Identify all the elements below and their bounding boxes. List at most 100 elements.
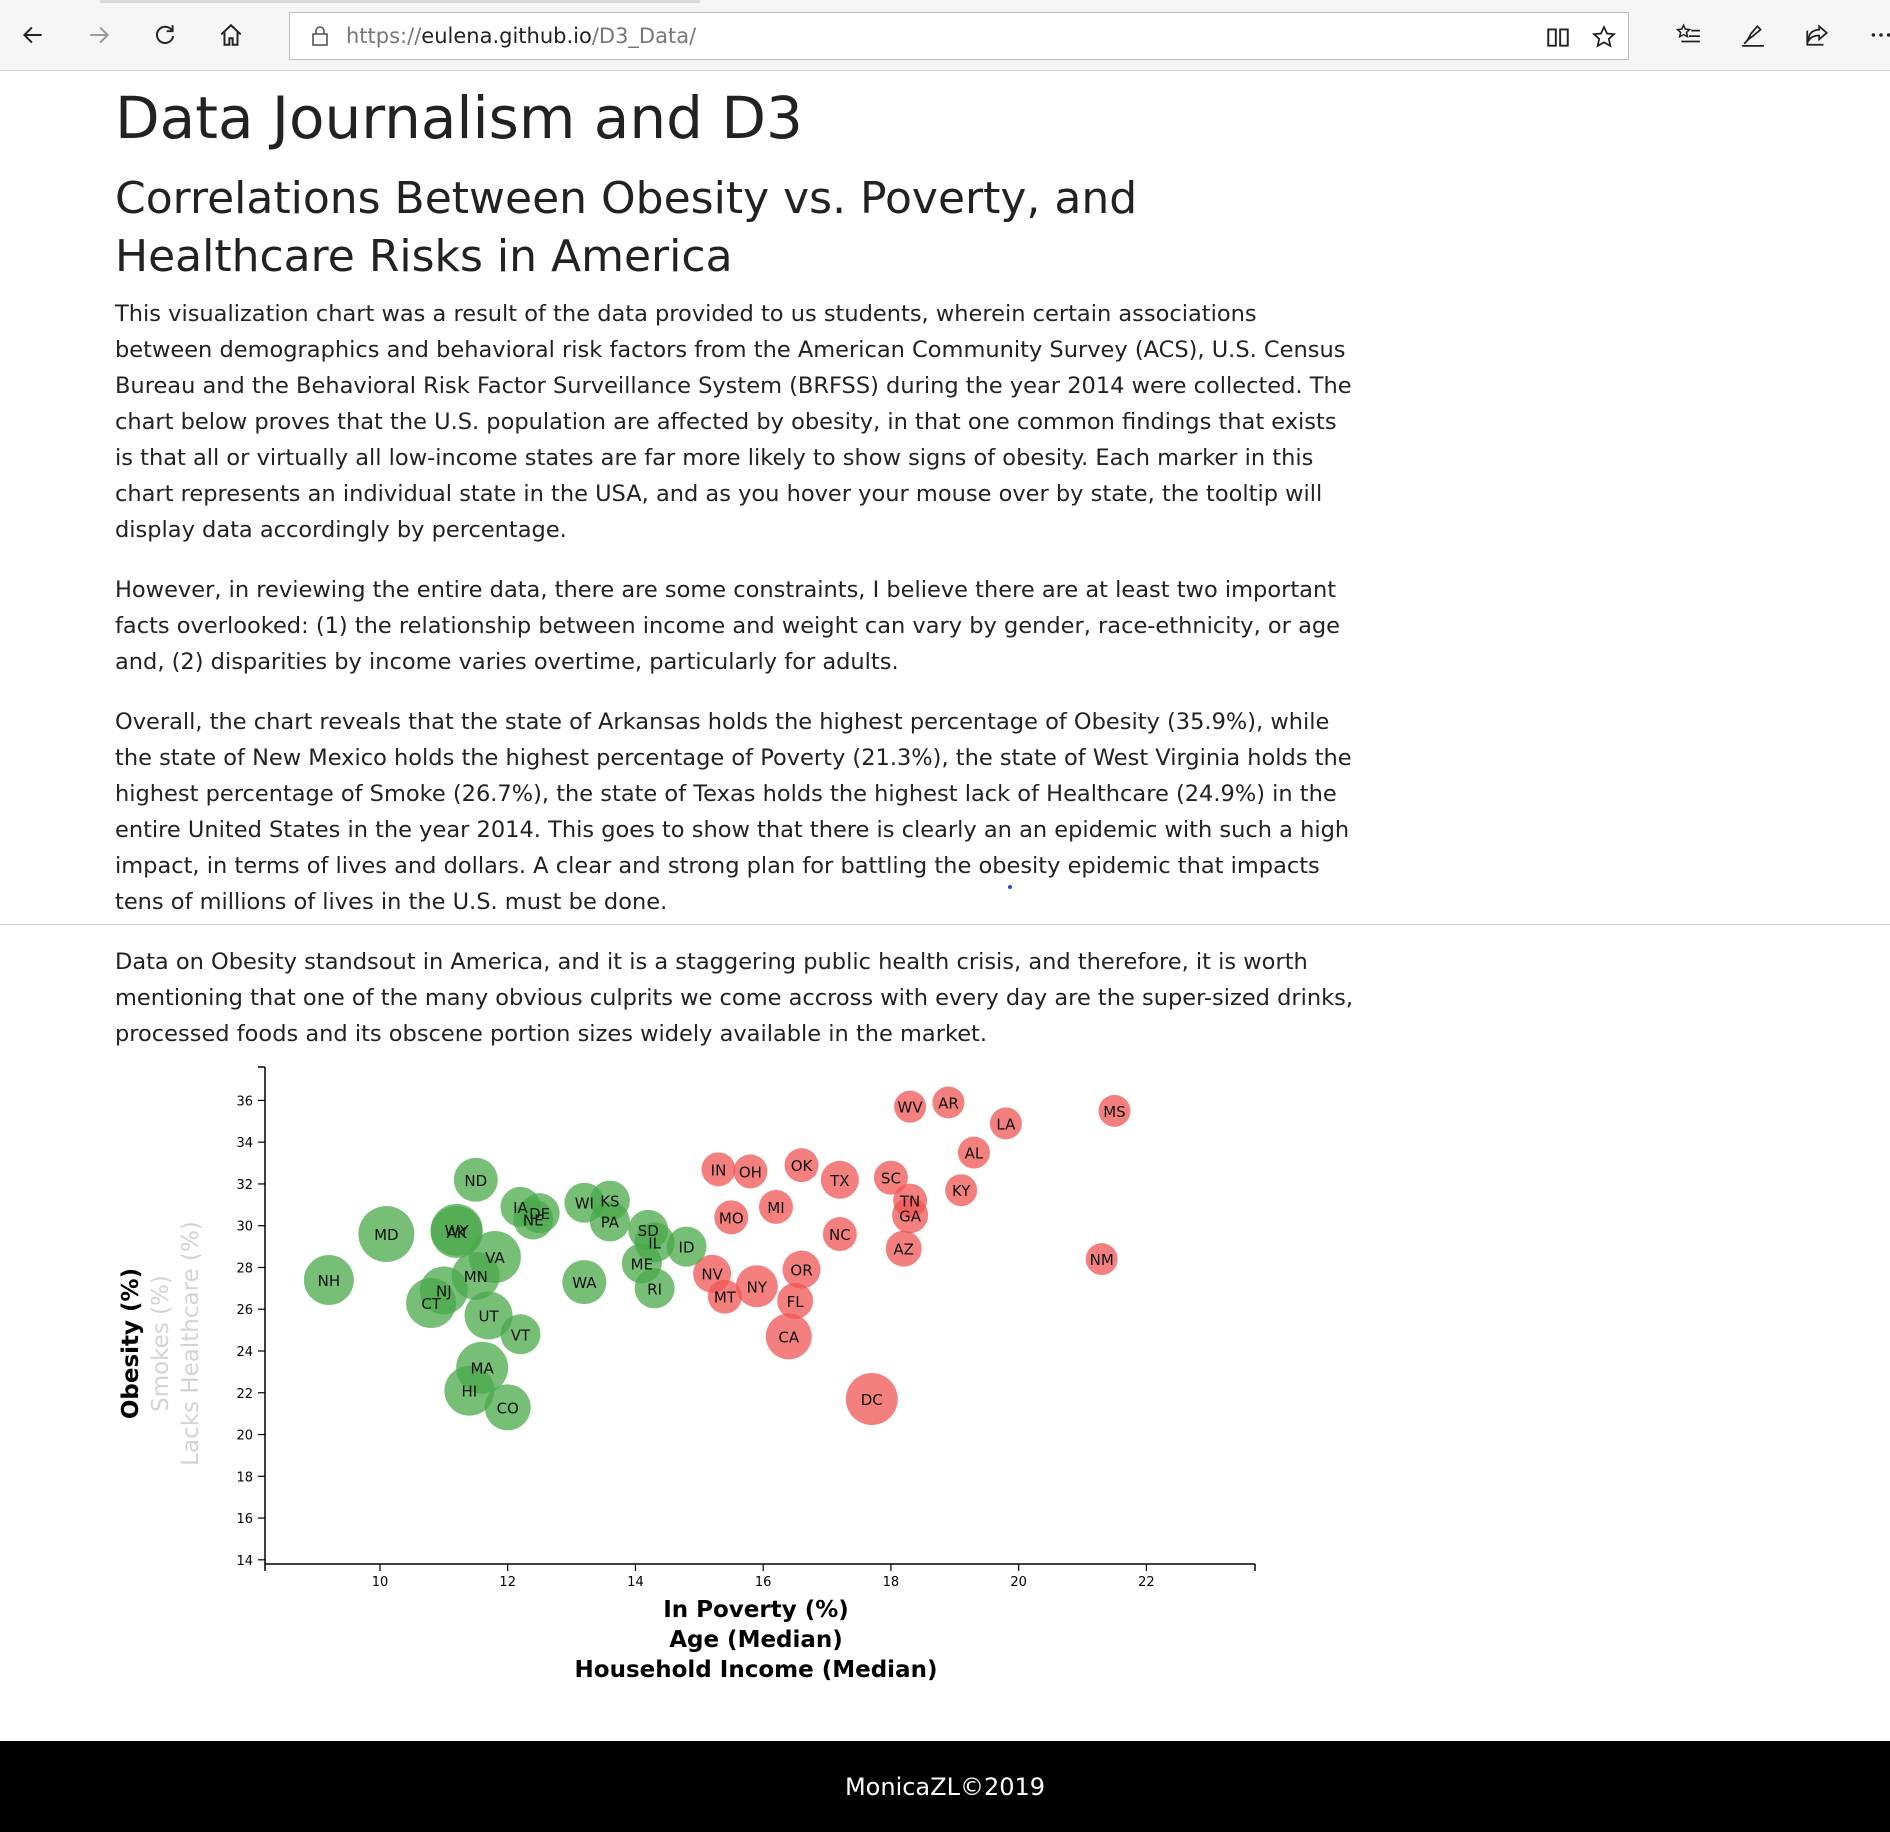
- state-label-ok: OK: [791, 1157, 814, 1175]
- state-label-az: AZ: [893, 1241, 914, 1259]
- paragraph-constraints: However, in reviewing the entire data, t…: [115, 577, 1340, 675]
- state-marker-wv[interactable]: [894, 1090, 927, 1123]
- state-label-mi: MI: [767, 1199, 784, 1217]
- y-tick-label: 14: [236, 1554, 253, 1569]
- state-label-me: ME: [631, 1255, 653, 1273]
- state-label-hi: HI: [462, 1383, 478, 1401]
- state-marker-ca[interactable]: [765, 1313, 812, 1360]
- state-label-mt: MT: [714, 1289, 737, 1307]
- x-axis-label-2[interactable]: Household Income (Median): [575, 1657, 938, 1683]
- web-note-button[interactable]: [1732, 14, 1774, 56]
- state-label-va: VA: [485, 1249, 505, 1267]
- y-axis: 14 16 18 20 22 24 26 28 30 32 34 36: [236, 1066, 266, 1569]
- state-marker-hi[interactable]: [444, 1365, 495, 1416]
- state-label-la: LA: [996, 1115, 1016, 1133]
- state-marker-mt[interactable]: [707, 1279, 742, 1314]
- state-marker-fl[interactable]: [777, 1282, 814, 1319]
- lock-icon: [312, 26, 328, 46]
- x-tick-label: 20: [1010, 1575, 1027, 1590]
- state-label-nv: NV: [701, 1266, 723, 1284]
- tab-strip: [100, 0, 700, 3]
- y-axis-label-0[interactable]: Obesity (%): [118, 1268, 144, 1419]
- more-button[interactable]: [1860, 14, 1890, 56]
- state-label-ia: IA: [513, 1199, 528, 1217]
- y-axis-label-1[interactable]: Smokes (%): [148, 1275, 174, 1412]
- reading-view-button[interactable]: [1542, 21, 1574, 53]
- state-marker-nd[interactable]: [453, 1157, 498, 1202]
- back-button[interactable]: [12, 14, 54, 56]
- state-label-ks: KS: [600, 1193, 619, 1211]
- cursor-dot: [1008, 885, 1012, 889]
- state-marker-oh[interactable]: [733, 1154, 768, 1189]
- y-tick-label: 26: [236, 1303, 253, 1318]
- share-button[interactable]: [1796, 14, 1838, 56]
- star-icon: [1591, 24, 1617, 48]
- state-marker-sc[interactable]: [873, 1160, 908, 1195]
- state-marker-nh[interactable]: [303, 1255, 354, 1305]
- state-label-pa: PA: [601, 1214, 620, 1232]
- address-bar[interactable]: https://eulena.github.io/D3_Data/: [289, 12, 1629, 60]
- state-label-ma: MA: [471, 1360, 495, 1378]
- state-label-ut: UT: [478, 1308, 499, 1326]
- favorite-button[interactable]: [1588, 21, 1620, 53]
- x-axis-label-1[interactable]: Age (Median): [669, 1627, 843, 1653]
- state-marker-dc[interactable]: [845, 1373, 898, 1426]
- state-marker-ri[interactable]: [634, 1268, 675, 1309]
- state-marker-mi[interactable]: [758, 1189, 793, 1224]
- state-marker-la[interactable]: [989, 1107, 1022, 1140]
- state-marker-ar[interactable]: [932, 1086, 965, 1119]
- state-marker-al[interactable]: [957, 1136, 990, 1169]
- state-marker-ut[interactable]: [464, 1291, 513, 1340]
- ellipsis-icon: [1871, 33, 1890, 37]
- state-label-oh: OH: [739, 1163, 762, 1181]
- state-marker-co[interactable]: [484, 1384, 531, 1431]
- y-tick-label: 18: [236, 1470, 253, 1485]
- state-marker-or[interactable]: [782, 1250, 821, 1289]
- favorites-hub-button[interactable]: [1668, 14, 1710, 56]
- state-marker-nm[interactable]: [1085, 1243, 1118, 1276]
- state-marker-ky[interactable]: [945, 1174, 978, 1207]
- x-axis-label-0[interactable]: In Poverty (%): [663, 1597, 849, 1623]
- footer-text: MonicaZL©2019: [844, 1772, 1046, 1801]
- state-label-ar: AR: [938, 1095, 959, 1113]
- state-marker-wy[interactable]: [430, 1203, 483, 1256]
- state-label-sd: SD: [638, 1222, 659, 1240]
- state-marker-wa[interactable]: [562, 1260, 607, 1305]
- y-tick-label: 28: [236, 1261, 253, 1276]
- state-marker-ga[interactable]: [892, 1197, 929, 1234]
- refresh-button[interactable]: [144, 14, 186, 56]
- state-marker-vt[interactable]: [500, 1314, 541, 1355]
- y-tick-label: 34: [236, 1136, 253, 1151]
- state-marker-tx[interactable]: [820, 1160, 859, 1199]
- x-tick-label: 22: [1138, 1575, 1155, 1590]
- state-label-fl: FL: [787, 1293, 805, 1311]
- state-marker-nc[interactable]: [822, 1217, 857, 1252]
- state-marker-mo[interactable]: [714, 1200, 749, 1235]
- state-marker-ms[interactable]: [1098, 1094, 1131, 1127]
- state-label-mn: MN: [464, 1268, 488, 1286]
- x-tick-label: 12: [499, 1575, 516, 1590]
- state-label-nm: NM: [1090, 1251, 1114, 1269]
- x-tick-label: 18: [883, 1575, 900, 1590]
- state-marker-ct[interactable]: [406, 1277, 457, 1328]
- state-marker-ny[interactable]: [735, 1265, 778, 1308]
- state-marker-md[interactable]: [358, 1206, 415, 1263]
- state-label-dc: DC: [861, 1391, 883, 1409]
- home-button[interactable]: [210, 14, 252, 56]
- state-marker-pa[interactable]: [589, 1201, 630, 1242]
- state-label-ny: NY: [747, 1278, 768, 1296]
- main-content: Data Journalism and D3 Correlations Betw…: [115, 70, 1355, 1052]
- state-label-tn: TN: [899, 1193, 920, 1211]
- refresh-icon: [156, 25, 175, 44]
- state-marker-ne[interactable]: [513, 1199, 554, 1240]
- axis-labels: In Poverty (%) Age (Median) Household Inco…: [118, 1221, 937, 1683]
- state-label-co: CO: [497, 1399, 519, 1417]
- state-marker-ok[interactable]: [784, 1148, 819, 1183]
- forward-button[interactable]: [78, 14, 120, 56]
- arrow-left-icon: [22, 26, 42, 44]
- state-marker-id[interactable]: [666, 1226, 707, 1267]
- book-icon: [1547, 28, 1569, 47]
- state-marker-in[interactable]: [701, 1152, 736, 1187]
- state-marker-az[interactable]: [885, 1230, 922, 1267]
- y-axis-label-2[interactable]: Lacks Healthcare (%): [178, 1221, 204, 1466]
